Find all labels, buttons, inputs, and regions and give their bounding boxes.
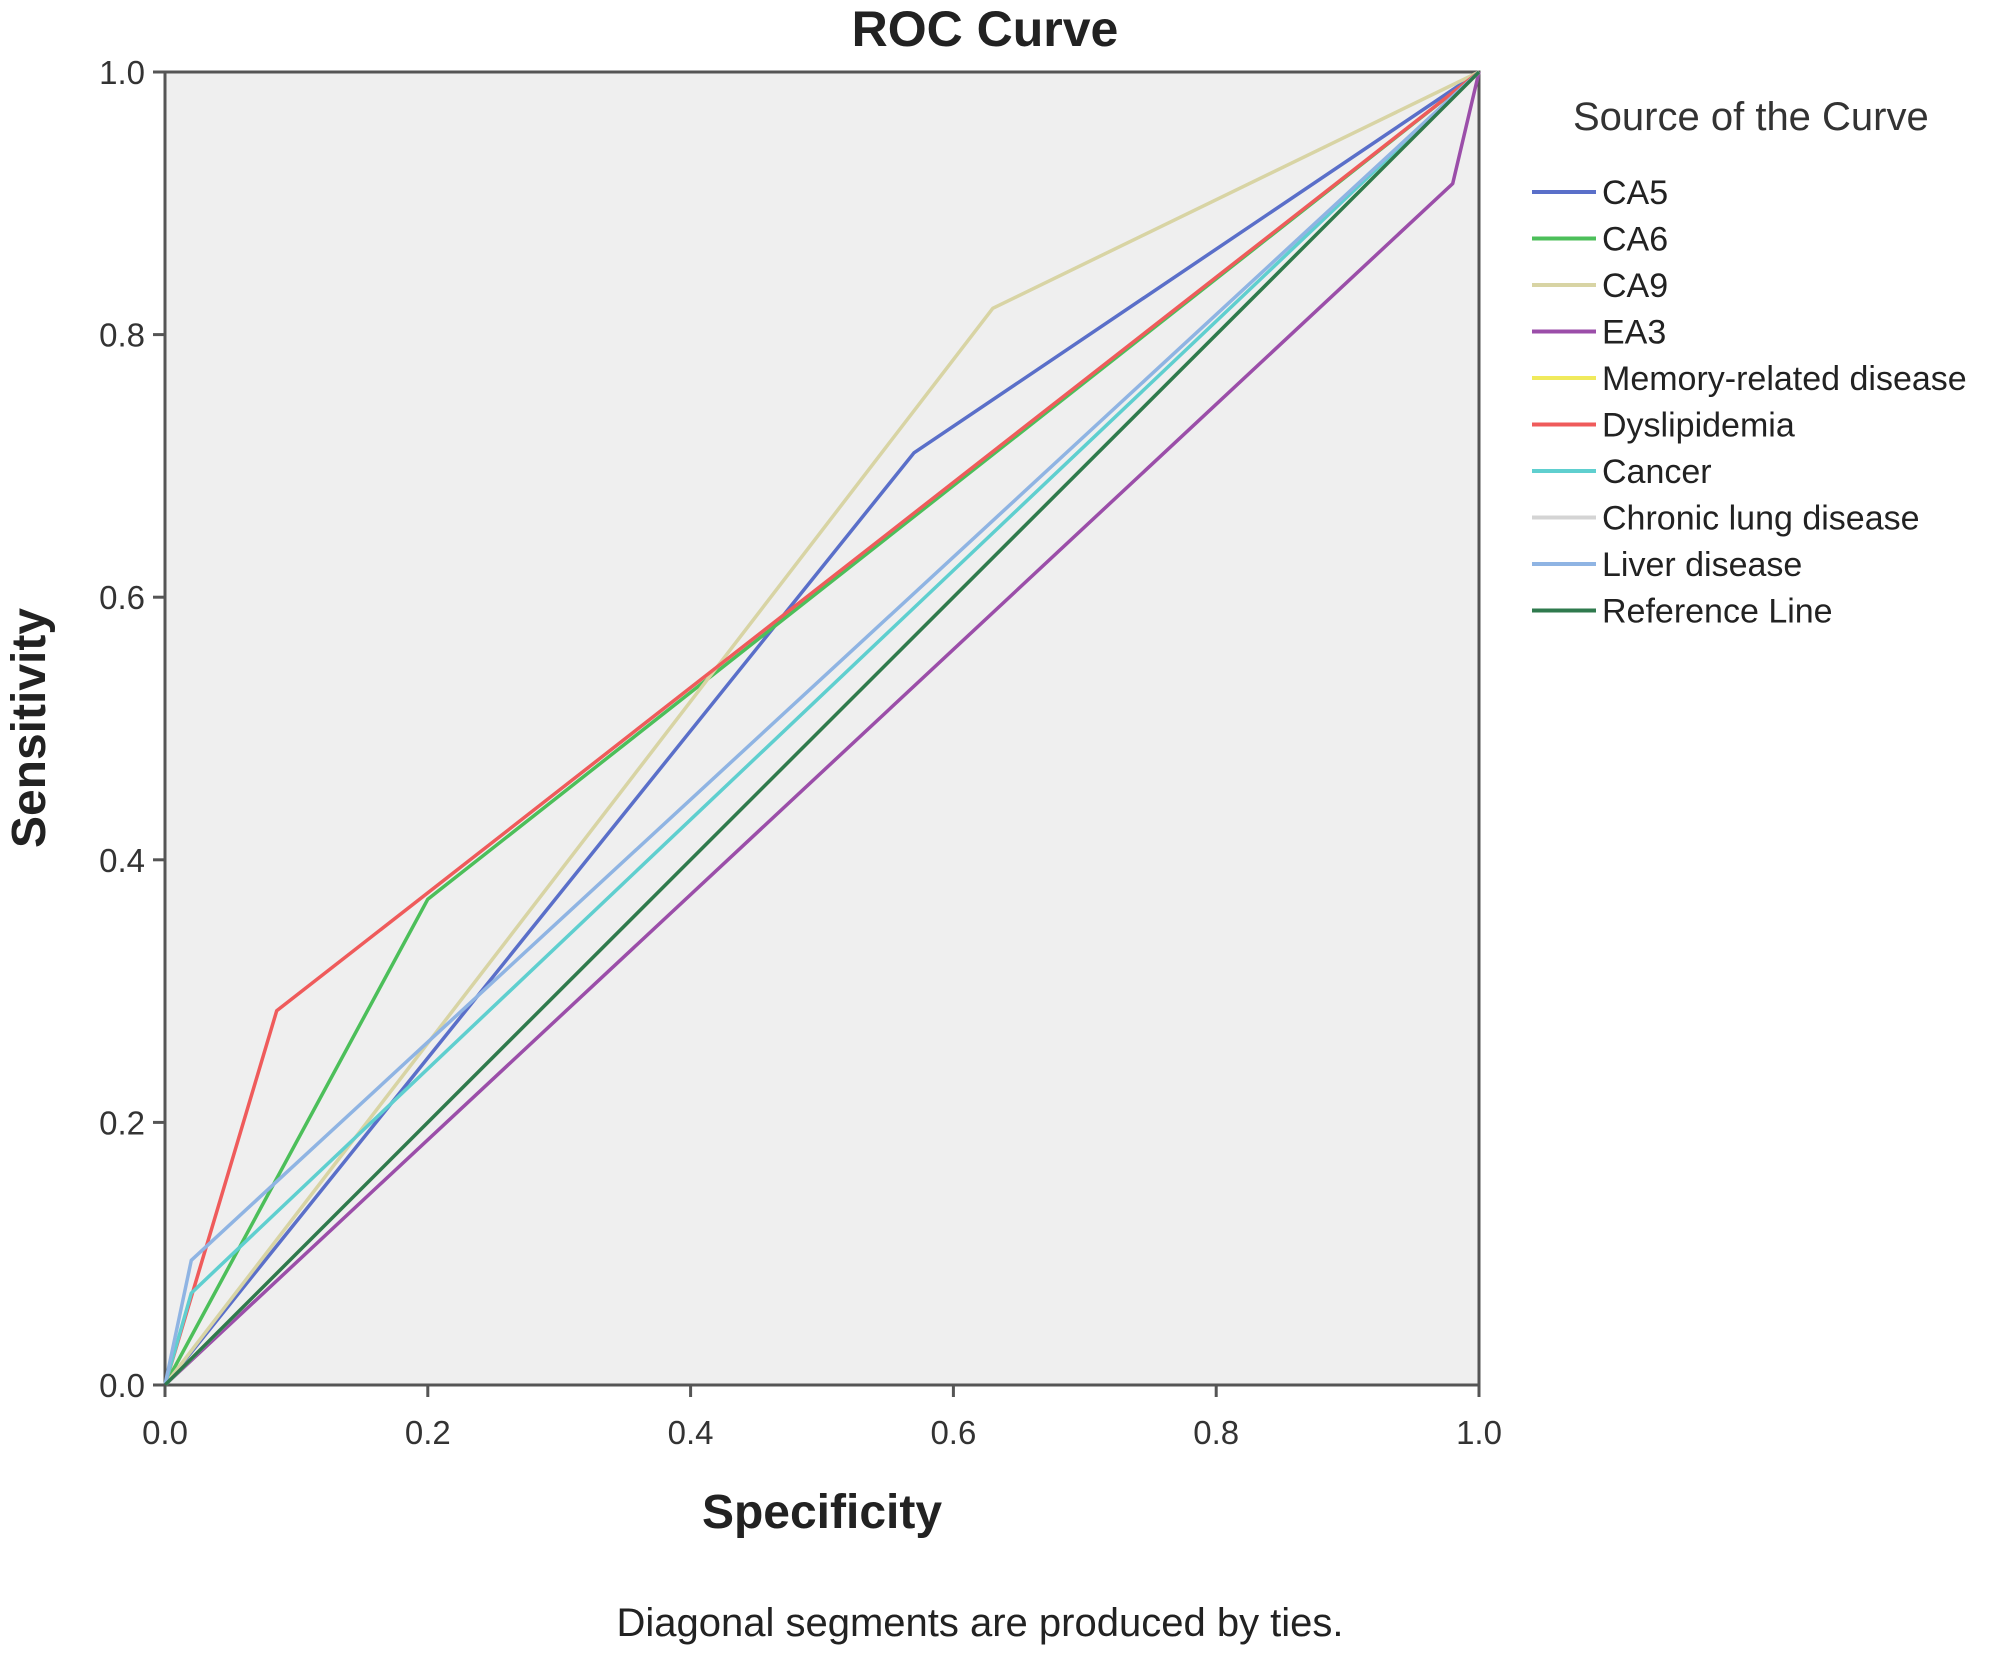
series-line-dyslipidemia [163,70,1481,1386]
y-axis-label: Sensitivity [3,608,56,848]
series-line-ea3 [163,71,1481,1387]
legend-label-ca5: CA5 [1602,174,1668,212]
y-tick-label: 0.4 [99,842,145,879]
legend-label-ca6: CA6 [1602,221,1668,259]
series-line-cancer [163,70,1481,1386]
series-line-liver-disease [163,70,1481,1386]
y-tick-label: 0.2 [99,1104,145,1141]
footnote: Diagonal segments are produced by ties. [616,1601,1343,1645]
legend-label-liver-disease: Liver disease [1602,546,1802,584]
x-tick-label: 0.2 [405,1414,451,1451]
tick-layer: 0.0 0.2 0.4 0.6 0.8 1.0 0.0 0.2 0.4 0.6 0.8 1.0 [99,54,1502,1451]
legend-label-ca9: CA9 [1602,267,1668,305]
x-tick-label: 0.8 [1193,1414,1239,1451]
legend-label-memory-related-disease: Memory-related disease [1602,360,1967,398]
y-tick-label: 0.6 [99,579,145,616]
y-tick-label: 1.0 [99,54,145,91]
x-tick-label: 0.6 [930,1414,976,1451]
chart-title: ROC Curve [852,1,1119,57]
x-tick-label: 1.0 [1456,1414,1502,1451]
y-tick-label: 0.0 [99,1367,145,1404]
y-tick-label: 0.8 [99,317,145,354]
legend-label-dyslipidemia: Dyslipidemia [1602,407,1795,445]
x-tick-label: 0.4 [668,1414,714,1451]
legend-label-chronic-lung-disease: Chronic lung disease [1602,500,1920,538]
legend: CA5 CA6 CA9 EA3 Memory-related disease Dyslip… [1532,174,1967,631]
legend-label-ea3: EA3 [1602,314,1666,352]
legend-title: Source of the Curve [1573,95,1929,139]
series-line-reference-line [163,70,1481,1387]
series-line-ca5 [163,70,1480,1387]
x-tick-label: 0.0 [142,1414,188,1451]
series-line-ca9 [163,70,1480,1387]
legend-label-cancer: Cancer [1602,453,1712,491]
legend-label-reference-line: Reference Line [1602,593,1833,631]
series-layer [163,70,1481,1387]
x-axis-label: Specificity [702,1486,942,1539]
